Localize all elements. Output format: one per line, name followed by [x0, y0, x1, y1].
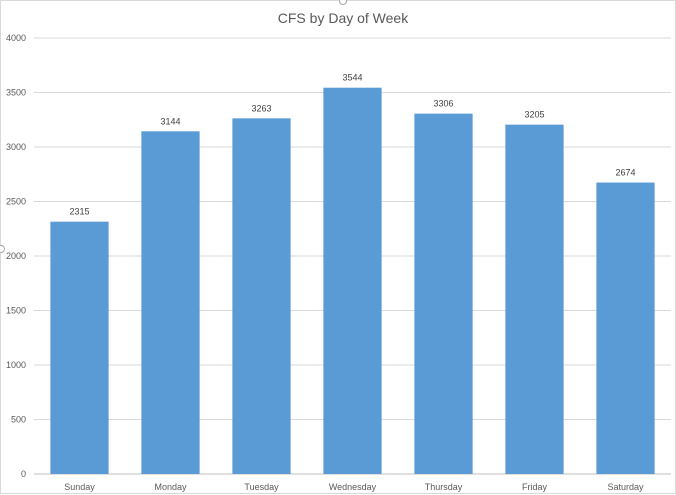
resize-handle-left[interactable] [0, 245, 5, 253]
x-tick-label-saturday: Saturday [607, 482, 644, 492]
bar-sunday[interactable] [50, 221, 109, 474]
data-label-sunday: 2315 [69, 207, 89, 217]
data-label-monday: 3144 [160, 116, 180, 126]
x-tick-label-monday: Monday [154, 482, 187, 492]
y-tick-label: 0 [21, 469, 26, 479]
bar-wednesday[interactable] [323, 87, 382, 474]
x-tick-label-thursday: Thursday [425, 482, 463, 492]
data-label-friday: 3205 [524, 110, 544, 120]
bar-friday[interactable] [505, 124, 564, 474]
bar-tuesday[interactable] [232, 118, 291, 474]
y-tick-label: 500 [11, 415, 26, 425]
chart-title: CFS by Day of Week [278, 10, 409, 26]
y-tick-label: 3000 [6, 142, 26, 152]
data-label-wednesday: 3544 [342, 73, 362, 83]
resize-handle-top[interactable] [339, 0, 347, 5]
y-tick-label: 3500 [6, 88, 26, 98]
y-tick-label: 2500 [6, 197, 26, 207]
bar-monday[interactable] [141, 131, 200, 474]
y-axis-ticks: 0 500 1000 1500 2000 2500 3000 3500 4000 [6, 33, 26, 479]
bar-thursday[interactable] [414, 113, 473, 475]
y-tick-label: 2000 [6, 251, 26, 261]
y-tick-label: 1000 [6, 360, 26, 370]
x-tick-label-wednesday: Wednesday [329, 482, 377, 492]
y-tick-label: 1500 [6, 306, 26, 316]
bar-saturday[interactable] [596, 182, 655, 474]
y-tick-label: 4000 [6, 33, 26, 43]
data-label-thursday: 3306 [433, 99, 453, 109]
x-tick-label-friday: Friday [522, 482, 548, 492]
data-label-saturday: 2674 [615, 168, 635, 178]
x-tick-label-sunday: Sunday [64, 482, 95, 492]
data-labels: 2315 3144 3263 3544 3306 3205 2674 [69, 73, 635, 217]
data-label-tuesday: 3263 [251, 103, 271, 113]
x-tick-label-tuesday: Tuesday [244, 482, 279, 492]
bars [50, 87, 655, 475]
x-axis-ticks: Sunday Monday Tuesday Wednesday Thursday Frid… [64, 482, 644, 492]
